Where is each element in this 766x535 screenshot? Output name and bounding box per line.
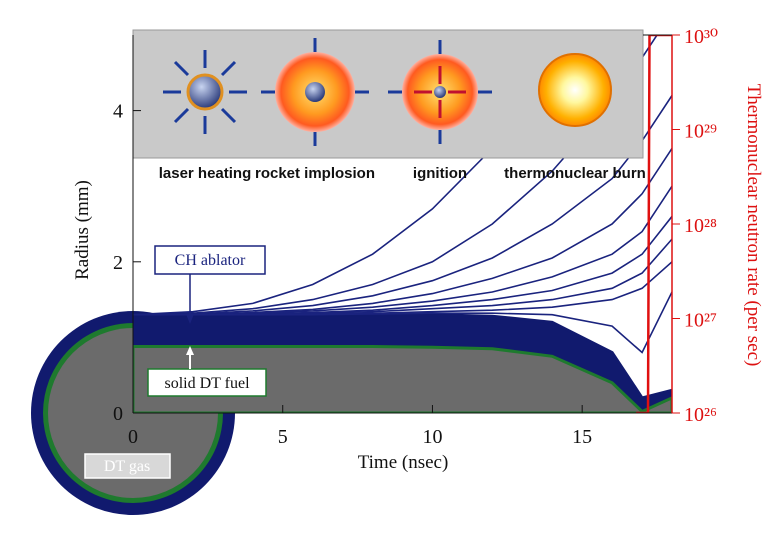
x-tick-label: 0 — [128, 426, 138, 448]
y2-tick-label: 10²⁶ — [684, 404, 717, 426]
annotation: solid DT fuel — [164, 375, 250, 392]
y-tick-label: 4 — [113, 101, 123, 123]
x-tick-label: 15 — [572, 426, 592, 448]
y2-tick-label: 10³⁰ — [684, 26, 718, 48]
inset — [133, 30, 643, 158]
stage-caption: rocket implosion — [255, 165, 375, 182]
y2-axis-label: Thermonuclear neutron rate (per sec) — [743, 84, 764, 367]
x-tick-label: 10 — [422, 426, 442, 448]
y2-tick-label: 10²⁸ — [684, 215, 717, 237]
y-tick-label: 2 — [113, 252, 123, 274]
x-axis-label: Time (nsec) — [358, 452, 449, 473]
y-tick-label: 0 — [113, 403, 123, 425]
annotation: DT gas — [104, 458, 150, 475]
y2-tick-label: 10²⁷ — [684, 310, 717, 332]
annotation: CH ablator — [175, 252, 246, 269]
y2-tick-label: 10²⁹ — [684, 121, 717, 143]
x-tick-label: 5 — [278, 426, 288, 448]
icon-laser-heating — [163, 50, 247, 134]
stage-caption: ignition — [413, 165, 467, 182]
chart: laser heating rocket implosion ignition … — [0, 0, 766, 535]
annotation-gas: DT gas — [85, 454, 170, 478]
icon-burn — [539, 54, 611, 126]
stage-caption: laser heating — [159, 165, 252, 182]
y-axis-label: Radius (mm) — [72, 180, 93, 280]
stage-caption: thermonuclear burn — [504, 165, 646, 182]
